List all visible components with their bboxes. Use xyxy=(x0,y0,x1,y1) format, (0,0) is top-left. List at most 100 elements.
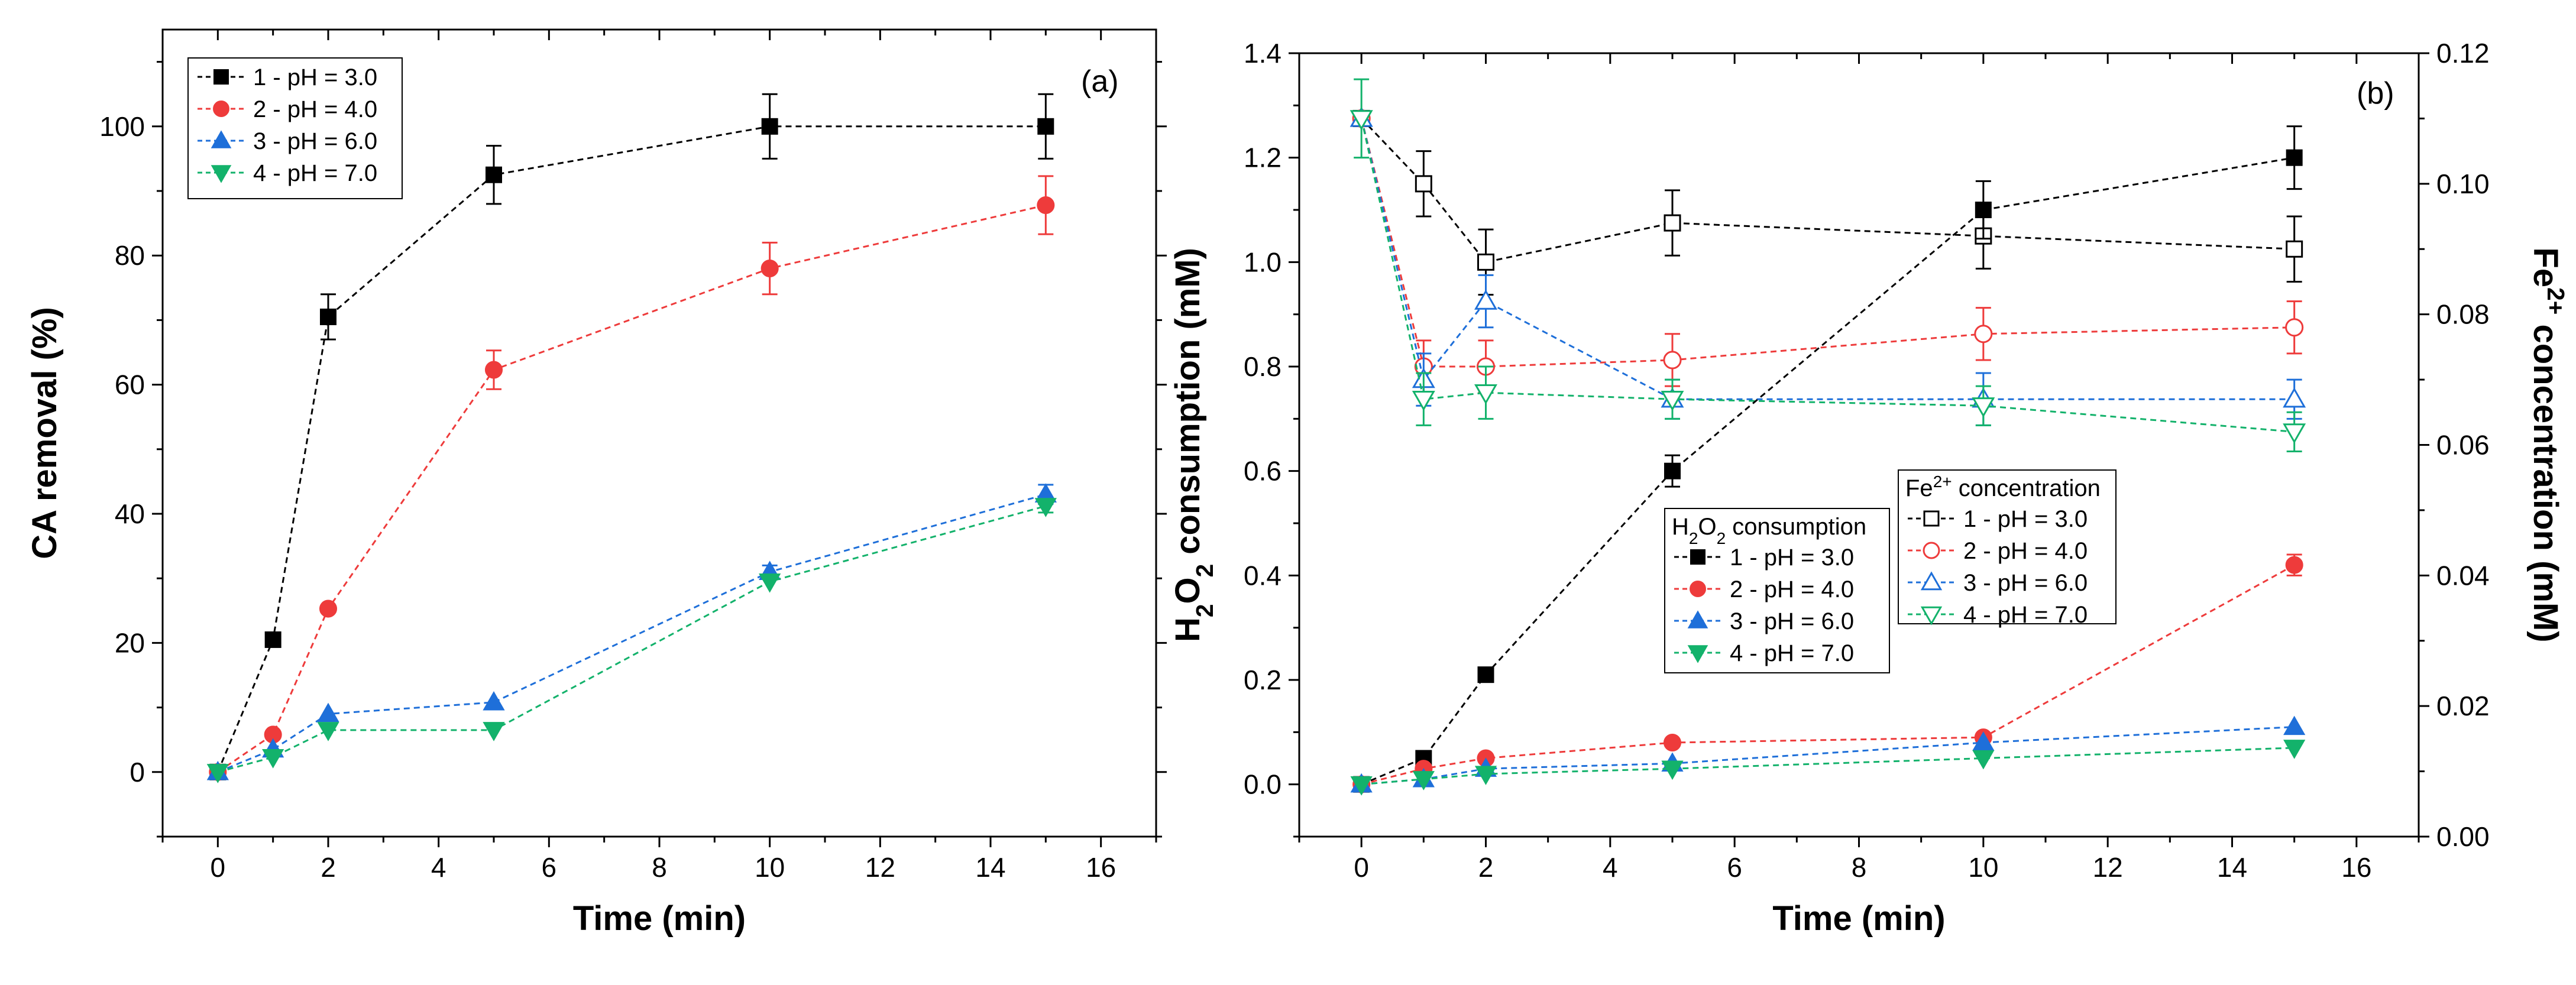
panel-b-fe-point-4 xyxy=(1412,391,1435,412)
panel-b-fe-point-2 xyxy=(1974,325,1993,344)
panel-b-h2o2-point-2 xyxy=(2285,556,2303,574)
panel-b-fe-point-3 xyxy=(1474,289,1497,310)
y-right-tick-label: 0.12 xyxy=(2436,38,2490,69)
panel-a-legend-label-3: 3 - pH = 6.0 xyxy=(253,128,377,154)
x-tick-label: 10 xyxy=(755,852,785,883)
panel-b-h2o2-point-4 xyxy=(1474,766,1497,785)
panel-a-point-3 xyxy=(483,691,505,711)
y-tick-label: 60 xyxy=(115,370,145,400)
panel-b-fe-point-4 xyxy=(2283,423,2306,444)
panel-b-h2o2-point-1 xyxy=(1664,462,1681,479)
panel-b-fe-point-4 xyxy=(1661,391,1684,412)
panel-b-h2o2-legend-label-3: 3 - pH = 6.0 xyxy=(1730,608,1854,634)
x-tick-label: 4 xyxy=(1603,852,1618,883)
panel-b-h2o2-legend-title-part: O xyxy=(1698,514,1716,540)
panel-b-h2o2-point-3 xyxy=(1972,731,1995,751)
x-tick-label: 14 xyxy=(2217,852,2247,883)
y-left-axis-label-part: consumption (mM) xyxy=(1169,248,1207,564)
y-tick-label: 40 xyxy=(115,498,145,529)
panel-a-line-4 xyxy=(217,505,1046,773)
panel-a-point-4 xyxy=(262,749,284,769)
panel-b-h2o2-point-1 xyxy=(2286,149,2303,166)
panel-a-line-2 xyxy=(217,204,1046,773)
y-left-tick-label: 0.8 xyxy=(1244,351,1281,382)
panel-b-h2o2-point-2 xyxy=(1663,733,1682,752)
x-tick-label: 8 xyxy=(652,852,667,883)
panel-b-h2o2-point-4 xyxy=(1412,771,1435,790)
y-left-tick-label: 1.4 xyxy=(1244,38,1281,69)
panel-b-fe-legend-title: Fe2+ concentration xyxy=(1905,472,2101,502)
y-left-tick-label: 0.4 xyxy=(1244,560,1281,591)
panel-a-point-1 xyxy=(264,631,281,648)
panel-b-fe-line-1 xyxy=(1361,118,2295,263)
panel-a-legend-marker-1 xyxy=(213,69,229,85)
panel-a-point-4 xyxy=(483,722,505,741)
x-tick-label: 2 xyxy=(321,852,336,883)
panel-b-h2o2-point-4 xyxy=(2283,740,2306,759)
panel-b-h2o2-legend-marker-3 xyxy=(1687,610,1708,628)
panel-b-fe-line-4 xyxy=(1360,118,2295,433)
panel-b-fe-legend-label-3: 3 - pH = 6.0 xyxy=(1963,570,2088,596)
y-tick-label: 80 xyxy=(115,240,145,271)
panel-b-fe-point-4 xyxy=(1474,384,1497,405)
x-tick-label: 0 xyxy=(1354,852,1369,883)
x-axis-label: Time (min) xyxy=(573,899,746,938)
panel-b-h2o2-legend-label-4: 4 - pH = 7.0 xyxy=(1730,640,1854,666)
y-left-axis-label-part: 2 xyxy=(1191,604,1218,618)
panel-b-h2o2-legend-label-1: 1 - pH = 3.0 xyxy=(1730,545,1854,571)
panel-a-point-2 xyxy=(319,600,338,618)
panel-b-h2o2-line-1 xyxy=(1361,157,2295,786)
x-tick-label: 6 xyxy=(1727,852,1742,883)
y-right-axis-label-part: Fe xyxy=(2526,247,2565,287)
y-left-tick-label: 0.2 xyxy=(1244,665,1281,695)
panel-b-fe-point-1 xyxy=(1477,253,1494,271)
panel-a-point-4 xyxy=(1034,498,1057,517)
panel-b-fe-legend-marker-3 xyxy=(1920,571,1943,591)
y-left-tick-label: 1.2 xyxy=(1244,142,1281,173)
panel-b-fe-point-2 xyxy=(1663,351,1682,370)
panel-b-fe-legend-marker-2 xyxy=(1923,542,1940,559)
y-left-axis-label-part: H xyxy=(1169,617,1207,642)
x-tick-label: 16 xyxy=(1086,852,1116,883)
panel-b-fe-point-1 xyxy=(1664,214,1681,232)
panel-b-h2o2-legend-title-part: H xyxy=(1672,514,1689,540)
x-axis-label: Time (min) xyxy=(1772,899,1945,938)
panel-a-point-2 xyxy=(484,361,503,379)
panel-label-b: (b) xyxy=(2357,76,2394,111)
panel-b-h2o2-point-4 xyxy=(1661,760,1684,780)
panel-b-h2o2-legend-title-part: consumption xyxy=(1726,514,1866,540)
y-left-tick-label: 0.6 xyxy=(1244,456,1281,487)
panel-b-h2o2-point-3 xyxy=(2283,715,2306,735)
y-tick-label: 100 xyxy=(99,111,145,142)
y-left-axis-label: H2O2 consumption (mM) xyxy=(1169,248,1218,642)
y-right-tick-label: 0.10 xyxy=(2436,169,2490,199)
panel-a-point-1 xyxy=(1037,118,1054,135)
x-tick-label: 8 xyxy=(1852,852,1867,883)
panel-b-fe-legend-title-part: concentration xyxy=(1952,475,2101,501)
panel-b-h2o2-point-1 xyxy=(1477,666,1494,683)
panel-a-point-4 xyxy=(759,573,781,593)
panel-a-point-4 xyxy=(317,722,339,741)
panel-b-h2o2-point-1 xyxy=(1975,202,1992,218)
panel-b-fe-point-4 xyxy=(1350,110,1373,131)
panel-a-legend-label-4: 4 - pH = 7.0 xyxy=(253,160,377,186)
panel-b-h2o2-legend-marker-2 xyxy=(1690,581,1706,597)
panel-a-line-3 xyxy=(217,493,1046,773)
panel-b-fe-line-2 xyxy=(1360,118,2295,368)
y-right-tick-label: 0.08 xyxy=(2436,299,2490,330)
panel-a-legend-label-2: 2 - pH = 4.0 xyxy=(253,96,377,122)
panel-a-point-3 xyxy=(317,702,339,722)
y-right-tick-label: 0.02 xyxy=(2436,691,2490,721)
panel-a-point-4 xyxy=(206,764,229,783)
panel-b-fe-point-4 xyxy=(1972,397,1995,418)
panel-b-fe-point-2 xyxy=(2285,318,2304,337)
panel-a-legend-marker-4 xyxy=(211,165,232,183)
panel-b-h2o2-line-4 xyxy=(1361,747,2295,786)
x-tick-label: 12 xyxy=(2093,852,2123,883)
panel-a-point-1 xyxy=(320,308,336,325)
panel-label-a: (a) xyxy=(1081,64,1119,99)
panel-b-h2o2-legend-title-part: 2 xyxy=(1689,529,1698,547)
panel-a-point-2 xyxy=(760,260,779,278)
panel-a-point-1 xyxy=(486,166,502,183)
